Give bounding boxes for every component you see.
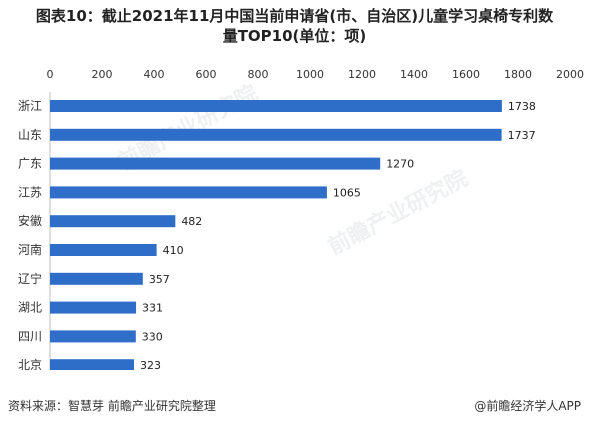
source-note: 资料来源：智慧芽 前瞻产业研究院整理 xyxy=(8,399,216,413)
x-tick-label-7: 1400 xyxy=(400,68,428,81)
bar-1 xyxy=(50,128,502,141)
bar-8 xyxy=(50,330,136,343)
chart-title-line-2: 量TOP10(单位：项) xyxy=(222,27,367,45)
category-label-4: 安徽 xyxy=(18,213,42,228)
x-tick-label-10: 2000 xyxy=(556,68,584,81)
data-label-8: 330 xyxy=(142,330,163,343)
data-label-6: 357 xyxy=(149,273,170,286)
data-label-3: 1065 xyxy=(333,186,361,199)
category-label-0: 浙江 xyxy=(18,99,42,113)
bar-7 xyxy=(50,301,137,314)
bar-4 xyxy=(50,215,176,228)
category-label-7: 湖北 xyxy=(18,300,42,315)
bar-9 xyxy=(50,359,134,370)
x-tick-label-2: 400 xyxy=(144,68,165,81)
x-tick-label-3: 600 xyxy=(196,68,217,81)
x-tick-label-5: 1000 xyxy=(296,68,324,81)
category-label-5: 河南 xyxy=(18,242,42,257)
bar-chart: 0 200 400 600 800 1000 1200 1400 1600 1800 2000 浙江 1… xyxy=(18,68,584,370)
bar-3 xyxy=(50,186,327,199)
x-tick-label-4: 800 xyxy=(248,68,269,81)
bar-5 xyxy=(50,244,157,256)
bar-6 xyxy=(50,272,143,285)
category-label-8: 四川 xyxy=(18,329,42,343)
chart-title-line-1: 图表10：截止2021年11月中国当前申请省(市、自治区)儿童学习桌椅专利数 xyxy=(35,7,554,25)
brand-credit: @前瞻经济学人APP xyxy=(474,399,581,413)
x-tick-label-9: 1800 xyxy=(504,68,532,81)
data-label-9: 323 xyxy=(140,359,161,370)
data-label-5: 410 xyxy=(163,244,184,257)
bar-0 xyxy=(50,100,502,112)
bar-2 xyxy=(50,157,381,170)
category-label-1: 山东 xyxy=(18,128,42,142)
category-label-9: 北京 xyxy=(18,358,42,370)
data-label-4: 482 xyxy=(181,215,202,228)
category-label-6: 辽宁 xyxy=(18,271,42,286)
data-label-1: 1737 xyxy=(508,129,536,142)
category-label-2: 广东 xyxy=(18,157,42,171)
x-tick-label-8: 1600 xyxy=(452,68,480,81)
chart-title: 图表10：截止2021年11月中国当前申请省(市、自治区)儿童学习桌椅专利数 量… xyxy=(0,6,589,46)
category-label-3: 江苏 xyxy=(18,185,42,199)
x-tick-label-1: 200 xyxy=(92,68,113,81)
data-label-7: 331 xyxy=(142,302,163,315)
data-label-2: 1270 xyxy=(386,158,414,171)
x-tick-label-6: 1200 xyxy=(348,68,376,81)
x-tick-label-0: 0 xyxy=(47,68,54,81)
data-label-0: 1738 xyxy=(508,100,536,113)
